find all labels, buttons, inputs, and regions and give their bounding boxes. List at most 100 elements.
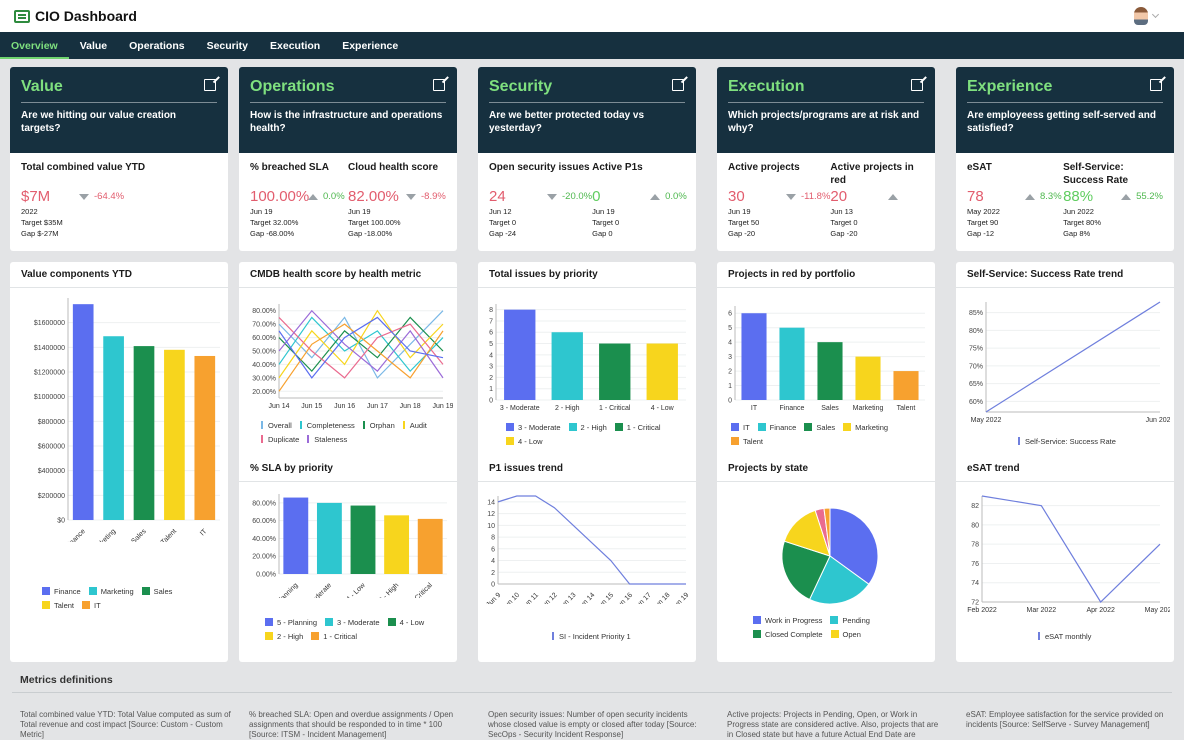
tab-overview[interactable]: Overview xyxy=(0,32,69,59)
series-line[interactable] xyxy=(981,495,1161,603)
legend-item[interactable]: 2 - High xyxy=(568,420,607,434)
bar[interactable] xyxy=(741,313,767,400)
legend-item[interactable]: Closed Complete xyxy=(753,627,823,641)
kpi[interactable]: Active P1s 0 0.0% Jun 19 Target 0 Gap 0 xyxy=(592,161,687,239)
legend-item[interactable]: Sales xyxy=(804,420,835,434)
tick-label: 1 xyxy=(728,383,732,390)
card-title: Execution xyxy=(728,78,924,103)
bar[interactable] xyxy=(283,497,309,574)
legend-item[interactable]: 2 - High xyxy=(265,629,303,643)
bar[interactable] xyxy=(599,343,631,400)
external-link-icon[interactable] xyxy=(672,79,684,91)
kpi[interactable]: Cloud health score 82.00% -8.9% Jun 19 Ta… xyxy=(348,161,446,239)
legend-item[interactable]: Self-Service: Success Rate xyxy=(1018,434,1116,448)
bar[interactable] xyxy=(817,342,843,400)
tab-experience[interactable]: Experience xyxy=(342,40,399,52)
tab-security[interactable]: Security xyxy=(206,40,249,52)
kpi[interactable]: Total combined value YTD $7M -64.4% 2022… xyxy=(21,161,217,239)
legend-item[interactable]: Staleness xyxy=(307,432,347,446)
legend-item[interactable]: SI - Incident Priority 1 xyxy=(552,629,631,643)
legend-item[interactable]: Completeness xyxy=(299,418,355,432)
bar[interactable] xyxy=(133,346,155,520)
tab-execution[interactable]: Execution xyxy=(270,40,321,52)
tab-operations[interactable]: Operations xyxy=(129,40,185,52)
legend-item[interactable]: 5 - Planning xyxy=(265,615,317,629)
series-line[interactable] xyxy=(985,301,1161,413)
kpi[interactable]: % breached SLA 100.00% 0.0% Jun 19 Target… xyxy=(250,161,348,239)
external-link-icon[interactable] xyxy=(433,79,445,91)
kpi-label: Open security issues xyxy=(489,162,590,173)
legend-item[interactable]: Talent xyxy=(731,434,763,448)
pie-slice[interactable] xyxy=(829,507,879,585)
legend-item[interactable]: Work in Progress xyxy=(753,613,822,627)
kpi-value: 24 xyxy=(489,188,506,205)
legend-item[interactable]: IT xyxy=(82,598,101,612)
kpi[interactable]: Open security issues 24 -20.0% Jun 12 Tar… xyxy=(489,161,592,239)
series-line[interactable] xyxy=(278,316,444,373)
bar[interactable] xyxy=(855,356,881,400)
legend-item[interactable]: Orphan xyxy=(362,418,395,432)
legend-item[interactable]: Open xyxy=(830,627,861,641)
divider xyxy=(239,481,457,482)
bar[interactable] xyxy=(164,349,185,520)
legend-swatch xyxy=(307,435,310,443)
bar[interactable] xyxy=(72,304,94,520)
bar[interactable] xyxy=(350,505,376,574)
kpi[interactable]: Active projects in red 20 Jun 13 Target 0… xyxy=(830,161,924,239)
legend-item[interactable]: 1 - Critical xyxy=(311,629,357,643)
bar[interactable] xyxy=(646,343,678,400)
legend-item[interactable]: 3 - Moderate xyxy=(506,420,561,434)
series-line[interactable] xyxy=(278,316,444,373)
x-tick-label: Mar 2022 xyxy=(1027,607,1057,614)
avatar[interactable] xyxy=(1134,7,1148,25)
bar[interactable] xyxy=(103,336,124,520)
legend-item[interactable]: Finance xyxy=(42,584,81,598)
legend-item[interactable]: eSAT monthly xyxy=(1038,629,1091,643)
chevron-down-icon[interactable] xyxy=(1151,10,1160,19)
tick-label: 0 xyxy=(728,398,732,405)
bar[interactable] xyxy=(316,502,342,574)
pie-slice[interactable] xyxy=(823,507,831,557)
legend-swatch xyxy=(325,618,334,626)
bar[interactable] xyxy=(194,355,216,520)
pie-slice[interactable] xyxy=(781,540,831,601)
legend-item[interactable]: Marketing xyxy=(843,420,888,434)
legend-item[interactable]: 4 - Low xyxy=(387,615,424,629)
bar[interactable] xyxy=(893,371,919,400)
legend-item[interactable]: Overall xyxy=(261,418,292,432)
series-line[interactable] xyxy=(278,309,444,379)
legend-item[interactable]: Duplicate xyxy=(261,432,299,446)
legend-item[interactable]: Sales xyxy=(141,584,172,598)
series-line[interactable] xyxy=(278,323,444,392)
divider xyxy=(717,287,935,288)
tab-value[interactable]: Value xyxy=(79,40,108,52)
external-link-icon[interactable] xyxy=(204,79,216,91)
kpi-detail: Gap 8% xyxy=(1063,229,1091,238)
legend-item[interactable]: 3 - Moderate xyxy=(325,615,380,629)
kpi[interactable]: eSAT 78 8.3% May 2022 Target 90 Gap -12 xyxy=(967,161,1063,239)
bar[interactable] xyxy=(504,309,536,400)
legend-item[interactable]: IT xyxy=(731,420,750,434)
kpi[interactable]: Active projects 30 -11.8% Jun 19 Target 5… xyxy=(728,161,830,239)
legend-item[interactable]: Finance xyxy=(757,420,796,434)
legend-item[interactable]: 4 - Low xyxy=(506,434,543,448)
legend-item[interactable]: Marketing xyxy=(88,584,134,598)
legend-item[interactable]: Pending xyxy=(830,613,870,627)
bar[interactable] xyxy=(384,515,410,574)
legend-item[interactable]: 1 - Critical xyxy=(614,420,661,434)
kpi[interactable]: Self-Service: Success Rate 88% 55.2% Jun… xyxy=(1063,161,1163,239)
series-line[interactable] xyxy=(497,495,686,585)
kpi-group: Active projects 30 -11.8% Jun 19 Target 5… xyxy=(717,153,935,239)
legend-label: Work in Progress xyxy=(765,615,823,625)
bar[interactable] xyxy=(551,332,583,400)
legend: Overall Completeness Orphan Audit Duplicate S… xyxy=(261,418,451,446)
legend-item[interactable]: Talent xyxy=(42,598,74,612)
chart-panel: Total issues by priority 0 1 2 3 4 5 6 7 8 3 - Mod… xyxy=(478,262,696,662)
external-link-icon[interactable] xyxy=(1150,79,1162,91)
external-link-icon[interactable] xyxy=(911,79,923,91)
bar[interactable] xyxy=(417,518,443,574)
series-line[interactable] xyxy=(278,316,444,379)
bar[interactable] xyxy=(779,327,805,400)
chart-svg: 0.00% 20.00% 40.00% 60.00% 80.00% 5 - Plannin… xyxy=(252,494,447,598)
legend-item[interactable]: Audit xyxy=(402,418,427,432)
